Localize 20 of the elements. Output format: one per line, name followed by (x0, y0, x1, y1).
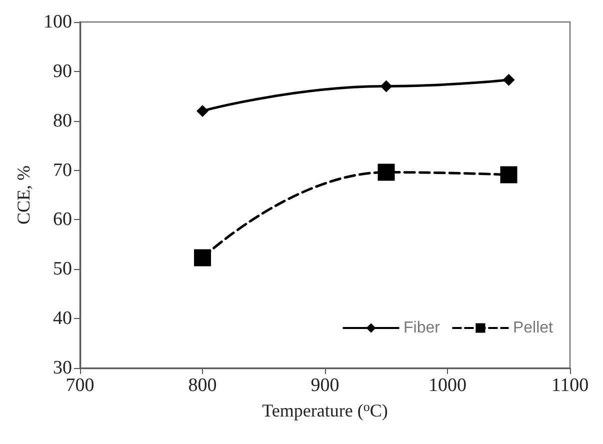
x-tick-label: 800 (188, 375, 217, 396)
y-tick-label: 50 (53, 258, 72, 280)
y-axis-title: CCE, % (14, 165, 34, 225)
point (380, 80, 392, 92)
y-tick-label: 70 (53, 160, 72, 181)
x-tick-label: 1000 (428, 375, 466, 396)
x-tick-label: 900 (310, 375, 340, 396)
legend-label: Pellet (512, 320, 554, 336)
point (500, 166, 518, 184)
point (378, 164, 395, 181)
y-tick-label: 80 (53, 110, 72, 132)
point (196, 104, 208, 117)
y-tick-label: 40 (53, 308, 72, 330)
y-tick-label: 100 (44, 12, 72, 32)
y-tick-label: 60 (53, 209, 72, 230)
y-tick-label: 90 (53, 60, 72, 82)
x-tick-label: 1100 (551, 375, 589, 396)
legend-label: Fiber (404, 320, 441, 336)
point (502, 74, 515, 86)
point (194, 249, 211, 266)
